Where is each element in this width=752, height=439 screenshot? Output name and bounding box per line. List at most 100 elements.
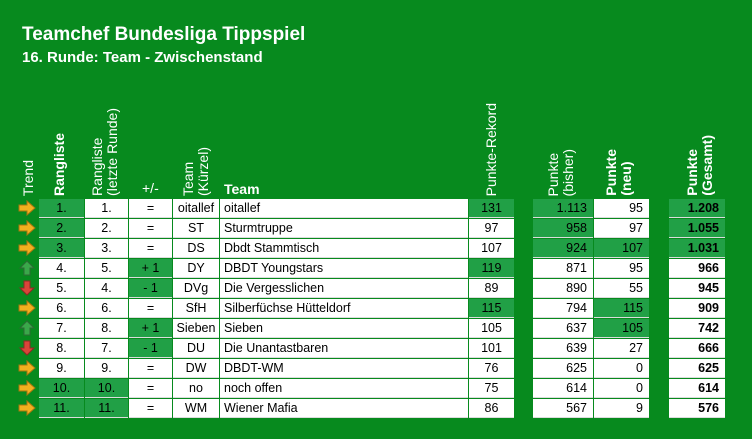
team-name-cell: Sieben [220,319,468,338]
table-row: 3. 3. = DS Dbdt Stammtisch 107 924 107 1.031 [0,239,752,259]
diff-cell: - 1 [129,279,172,298]
short-name-cell: oitallef [173,199,219,218]
right-arrow-icon [18,199,36,217]
header-punkte-bisher-line2: (bisher) [560,148,576,196]
points-new-cell: 0 [594,359,649,378]
team-name-cell: noch offen [220,379,468,398]
short-name-cell: DY [173,259,219,278]
team-name-cell: Wiener Mafia [220,399,468,418]
record-points-cell: 101 [469,339,514,358]
header-team-kuerzel-line1: Team [180,161,196,196]
header-team-kuerzel-line2: (Kürzel) [195,146,211,196]
header-rangliste: Rangliste [51,132,67,196]
record-points-cell: 86 [469,399,514,418]
table-row: 9. 9. = DW DBDT-WM 76 625 0 625 [0,359,752,379]
record-points-cell: 115 [469,299,514,318]
points-new-cell: 115 [594,299,649,318]
points-total-cell: 576 [669,399,725,418]
record-points-cell: 131 [469,199,514,218]
diff-cell: = [129,239,172,258]
points-before-cell: 871 [533,259,593,278]
header-punkte-gesamt: Punkte (Gesamt) [684,135,717,196]
diff-cell: = [129,399,172,418]
right-arrow-icon [18,219,36,237]
right-arrow-icon [18,379,36,397]
points-total-cell: 614 [669,379,725,398]
right-arrow-icon [18,359,36,377]
rank-cell: 3. [39,239,84,258]
diff-cell: - 1 [129,339,172,358]
prev-rank-cell: 1. [85,199,128,218]
team-name-cell: DBDT-WM [220,359,468,378]
record-points-cell: 105 [469,319,514,338]
diff-cell: + 1 [129,259,172,278]
prev-rank-cell: 2. [85,219,128,238]
short-name-cell: Sieben [173,319,219,338]
diff-cell: = [129,219,172,238]
up-arrow-icon [18,320,36,336]
points-new-cell: 97 [594,219,649,238]
points-total-cell: 625 [669,359,725,378]
table-row: 1. 1. = oitallef oitallef 131 1.113 95 1.208 [0,199,752,219]
points-new-cell: 27 [594,339,649,358]
record-points-cell: 119 [469,259,514,278]
points-new-cell: 95 [594,259,649,278]
table-row: 10. 10. = no noch offen 75 614 0 614 [0,379,752,399]
header-team: Team [224,181,260,197]
team-name-cell: Die Vergesslichen [220,279,468,298]
short-name-cell: DS [173,239,219,258]
prev-rank-cell: 7. [85,339,128,358]
table-row: 6. 6. = SfH Silberfüchse Hütteldorf 115 794 115… [0,299,752,319]
header-rangliste-letzte: Rangliste (letzte Runde) [89,108,122,196]
diff-cell: = [129,299,172,318]
points-total-cell: 742 [669,319,725,338]
points-total-cell: 666 [669,339,725,358]
prev-rank-cell: 3. [85,239,128,258]
team-name-cell: Dbdt Stammtisch [220,239,468,258]
rank-cell: 11. [39,399,84,418]
points-new-cell: 105 [594,319,649,338]
table-row: 8. 7. - 1 DU Die Unantastbaren 101 639 27 666 [0,339,752,359]
header-punkte-bisher-line1: Punkte [545,152,561,196]
table-row: 5. 4. - 1 DVg Die Vergesslichen 89 890 55 945 [0,279,752,299]
points-before-cell: 567 [533,399,593,418]
team-name-cell: DBDT Youngstars [220,259,468,278]
header-plusminus: +/- [142,180,159,196]
team-name-cell: Die Unantastbaren [220,339,468,358]
points-new-cell: 0 [594,379,649,398]
points-before-cell: 924 [533,239,593,258]
short-name-cell: WM [173,399,219,418]
header-team-kuerzel: Team (Kürzel) [180,146,213,196]
page-subtitle: 16. Runde: Team - Zwischenstand [22,49,263,66]
prev-rank-cell: 5. [85,259,128,278]
diff-cell: = [129,359,172,378]
points-total-cell: 966 [669,259,725,278]
points-total-cell: 945 [669,279,725,298]
record-points-cell: 107 [469,239,514,258]
table-row: 7. 8. + 1 Sieben Sieben 105 637 105 742 [0,319,752,339]
short-name-cell: DVg [173,279,219,298]
rank-cell: 4. [39,259,84,278]
rank-cell: 5. [39,279,84,298]
header-punkte-neu-line1: Punkte [603,149,619,196]
down-arrow-icon [18,280,36,296]
rank-cell: 2. [39,219,84,238]
table-row: 4. 5. + 1 DY DBDT Youngstars 119 871 95 966 [0,259,752,279]
right-arrow-icon [18,399,36,417]
up-arrow-icon [18,260,36,276]
record-points-cell: 75 [469,379,514,398]
header-punkte-gesamt-line1: Punkte [684,149,700,196]
header-rangliste-letzte-line2: (letzte Runde) [104,108,120,196]
prev-rank-cell: 8. [85,319,128,338]
rank-cell: 8. [39,339,84,358]
short-name-cell: DU [173,339,219,358]
short-name-cell: SfH [173,299,219,318]
rank-cell: 1. [39,199,84,218]
right-arrow-icon [18,299,36,317]
header-rangliste-letzte-line1: Rangliste [89,137,105,196]
prev-rank-cell: 4. [85,279,128,298]
points-before-cell: 958 [533,219,593,238]
points-before-cell: 639 [533,339,593,358]
page-title: Teamchef Bundesliga Tippspiel [22,24,306,45]
